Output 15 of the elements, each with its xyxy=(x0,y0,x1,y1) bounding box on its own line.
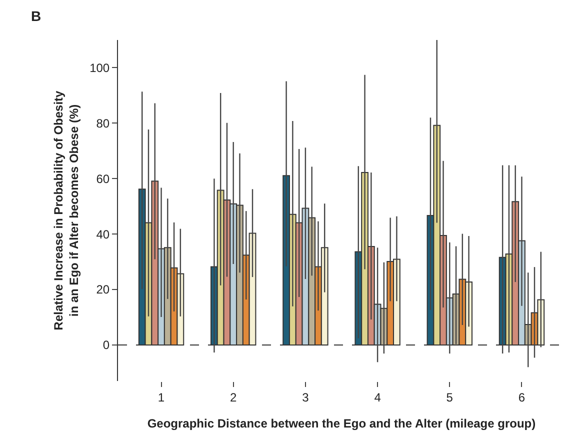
y-tick-label: 100 xyxy=(90,60,110,75)
x-tick-label: 5 xyxy=(446,390,454,404)
y-tick-label: 80 xyxy=(96,116,110,130)
x-tick-label: 2 xyxy=(230,390,238,404)
text: B xyxy=(31,8,42,24)
x-axis-title: Geographic Distance between the Ego and the Alter (mileage group) xyxy=(147,416,536,430)
y-tick-label: 60 xyxy=(96,172,110,186)
y-tick-label: 0 xyxy=(102,338,110,352)
x-tick-label: 4 xyxy=(374,390,382,404)
y-axis-title: Relative Increase in Probability of Obesity in an Ego if Alter becomes Obese (%) xyxy=(51,90,81,330)
y-tick-label: 40 xyxy=(96,227,110,242)
x-tick-label: 3 xyxy=(302,390,310,404)
x-tick-label: 6 xyxy=(518,390,526,404)
y-tick-label: 20 xyxy=(96,282,110,297)
x-tick-label: 1 xyxy=(158,390,165,404)
